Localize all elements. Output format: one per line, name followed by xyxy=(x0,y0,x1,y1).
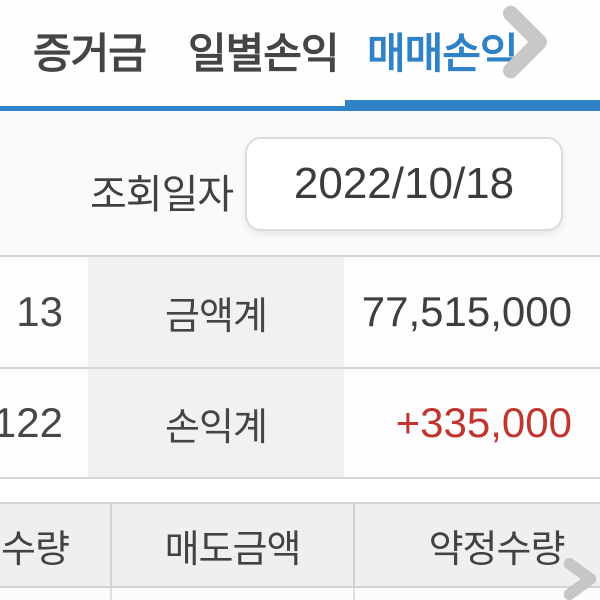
column-header-quantity: 수량 xyxy=(0,504,112,586)
table-row: 13 금액계 77,515,000 xyxy=(0,257,600,367)
date-filter-label: 조회일자 xyxy=(90,173,234,217)
summary-label: 금액계 xyxy=(88,257,344,367)
summary-count: 13 xyxy=(16,288,63,335)
tab-daily-pl[interactable]: 일별손익 xyxy=(188,30,340,77)
date-input[interactable]: 2022/10/18 xyxy=(245,137,563,231)
table-cell xyxy=(0,588,112,600)
column-header-contract-quantity: 약정수량 xyxy=(355,504,600,586)
column-header-sell-amount: 매도금액 xyxy=(112,504,355,586)
detail-table-row xyxy=(0,588,600,600)
tab-underline xyxy=(0,106,600,111)
tab-margin[interactable]: 증거금 xyxy=(33,30,147,77)
detail-table: 수량 매도금액 약정수량 xyxy=(0,502,600,600)
section-divider xyxy=(0,479,600,502)
detail-table-header: 수량 매도금액 약정수량 xyxy=(0,502,600,588)
table-row: 122 손익계 +335,000 xyxy=(0,367,600,477)
chevron-right-icon[interactable] xyxy=(496,4,554,80)
tab-trading-pl[interactable]: 매매손익 xyxy=(367,30,519,77)
chevron-right-icon[interactable] xyxy=(556,556,600,600)
table-cell xyxy=(112,588,355,600)
summary-table: 13 금액계 77,515,000 122 손익계 +335,000 xyxy=(0,255,600,479)
summary-label: 손익계 xyxy=(88,369,344,477)
date-filter-section: 조회일자 2022/10/18 xyxy=(0,111,600,255)
summary-count: 122 xyxy=(0,399,63,446)
summary-value-profit: +335,000 xyxy=(395,399,572,446)
summary-value: 77,515,000 xyxy=(361,288,572,335)
active-tab-indicator xyxy=(345,100,600,111)
tab-bar: 증거금 일별손익 매매손익 xyxy=(0,0,600,111)
